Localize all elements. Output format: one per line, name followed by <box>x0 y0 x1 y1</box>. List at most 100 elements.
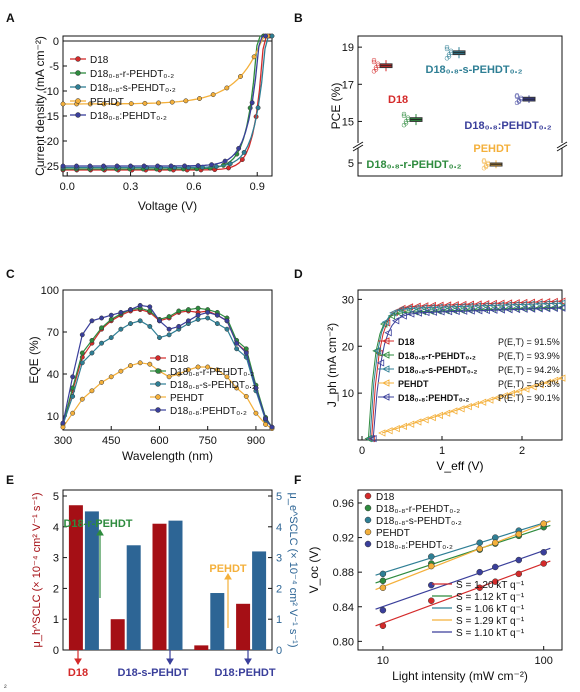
panel-d-point-seq <box>373 347 382 355</box>
panel-e-right-tick-label: 5 <box>276 491 282 503</box>
panel-d-point-blend <box>475 307 483 315</box>
panel-c-point-seq <box>214 321 220 327</box>
panel-a-legend-marker-random <box>75 70 81 76</box>
panel-f-point-pehdt <box>492 539 499 547</box>
panel-b-jitter-point <box>444 46 450 52</box>
panel-d-point-pehdt <box>543 378 551 387</box>
panel-d-point-seq <box>473 302 481 310</box>
panel-c-point-seq <box>234 346 240 352</box>
panel-c-point-pehdt <box>234 385 240 391</box>
panel-f-point-seq <box>379 570 387 578</box>
panel-c-point-blend <box>70 374 76 380</box>
panel-e-annotation-arrowhead <box>96 529 104 536</box>
panel-d-point-seq <box>550 299 558 308</box>
panel-c-point-seq <box>99 340 105 346</box>
panel-a-legend-marker-pehdt <box>75 98 81 104</box>
panel-f-voc-chart: 0.80 0.84 0.88 0.92 0.96 10 100 Light intensity… <box>307 489 563 683</box>
panel-f-point-blend <box>476 568 483 576</box>
panel-c-ylabel: EQE (%) <box>27 336 41 383</box>
panel-a-point-blend <box>168 163 174 169</box>
panel-c-point-pehdt <box>263 421 269 427</box>
panel-a-point-d18 <box>239 157 245 163</box>
panel-f-point-random <box>379 577 387 585</box>
panel-d-point-pehdt <box>529 383 537 391</box>
panel-f-point-d18 <box>379 622 387 630</box>
panel-label-e: E <box>6 473 14 487</box>
panel-d-point-pehdt <box>493 394 501 402</box>
panel-a-curve-blend <box>63 35 266 167</box>
panel-e-annotation-label: D18 <box>68 667 88 679</box>
panel-c-point-blend <box>176 323 182 329</box>
panel-d-point-random <box>434 307 442 315</box>
panel-c-xtick-label: 750 <box>199 435 217 447</box>
panel-f-legend-marker-random <box>364 504 372 512</box>
panel-d-point-pehdt <box>464 402 472 411</box>
panel-f-fit-legend-label: S = 1.06 kT q⁻¹ <box>456 604 525 615</box>
panel-a-point-blend <box>236 145 242 151</box>
panel-d-point-pehdt <box>414 418 422 426</box>
panel-f-point-d18 <box>540 560 547 567</box>
panel-d-point-random <box>449 306 457 315</box>
panel-d-point-seq <box>396 306 405 314</box>
panel-b-jitter-point <box>448 48 454 54</box>
panel-e-bar-h-2 <box>152 523 167 650</box>
panel-b-tick-label: 15 <box>342 116 354 128</box>
panel-c-point-blend <box>243 350 249 356</box>
panel-b-break-mark-right-2 <box>556 144 568 152</box>
panel-b-jitter-point <box>485 160 491 166</box>
panel-a-legend-label: D18₀.₈-r-PEHDT₀.₂ <box>90 69 174 80</box>
panel-f-point-pehdt <box>379 584 387 591</box>
panel-a-point-pehdt <box>142 100 148 106</box>
panel-f-legend-label: D18₀.₈:PEHDT₀.₂ <box>376 540 453 551</box>
panel-f-point-d18 <box>476 584 483 591</box>
panel-a-point-seq <box>213 164 219 169</box>
panel-d-point-blend <box>467 307 475 315</box>
panel-d-point-random <box>372 347 380 355</box>
panel-d-point-pehdt <box>507 389 515 398</box>
panel-b-jitter-point <box>403 121 409 126</box>
panel-c-point-random <box>79 350 85 356</box>
panel-c-point-seq <box>157 335 162 341</box>
panel-d-xtick-label: 1 <box>439 445 445 457</box>
panel-d-point-blend <box>482 306 490 315</box>
panel-d-point-random <box>519 304 527 312</box>
panel-d-point-seq <box>442 303 451 311</box>
panel-c-point-seq <box>147 323 153 329</box>
panel-d-point-blend <box>505 306 513 314</box>
panel-d-point-seq <box>366 434 374 443</box>
panel-d-point-blend <box>558 304 566 312</box>
panel-d-point-seq <box>542 300 551 308</box>
panel-e-ylabel-left: μ_h^SCLC (× 10⁻⁴ cm² V⁻¹ s⁻¹) <box>31 493 43 648</box>
panel-a-jv-chart: 0 -5 -10 -15 -20 -250.0 0.3 0.6 0.9 Voltage (V) Cu… <box>33 33 275 213</box>
panel-c-point-pehdt <box>79 396 85 402</box>
panel-f-point-pehdt <box>428 562 435 570</box>
panel-b-jitter-point <box>375 63 381 68</box>
panel-d-point-pehdt <box>500 392 508 400</box>
panel-d-point-seq <box>412 304 420 312</box>
panel-d-point-seq <box>527 300 535 308</box>
panel-c-point-blend <box>263 416 269 422</box>
panel-a-point-blend <box>182 163 188 169</box>
panel-a-xtick-label: 0.6 <box>186 181 201 193</box>
panel-b-box-label: D18₀.₈:PEHDT₀.₂ <box>464 120 551 132</box>
panel-f-tick-label: 0.88 <box>333 567 354 579</box>
panel-b-plot-frame <box>357 35 563 177</box>
panel-e-annotation-label: D18-r-PEHDT <box>63 518 132 530</box>
panel-a-point-pehdt <box>197 96 202 101</box>
panel-f-legend-marker-d18 <box>364 492 372 500</box>
panel-a-point-blend <box>222 158 228 164</box>
panel-b-jitter-point <box>481 159 487 164</box>
panel-d-point-random <box>364 434 372 443</box>
panel-e-bar-e-0 <box>84 511 99 650</box>
panel-a-xtick-label: 0.3 <box>123 181 138 193</box>
panel-c-point-pehdt <box>205 364 211 370</box>
panel-a-point-pehdt <box>60 101 66 107</box>
panel-d-point-seq <box>419 304 428 312</box>
panel-d-point-blend <box>407 310 415 318</box>
panel-f-point-seq <box>476 539 483 547</box>
panel-c-plot-frame <box>62 289 273 431</box>
panel-d-point-blend <box>376 359 385 367</box>
panel-c-legend-label: D18 <box>170 354 189 365</box>
panel-d-point-blend <box>527 305 536 313</box>
